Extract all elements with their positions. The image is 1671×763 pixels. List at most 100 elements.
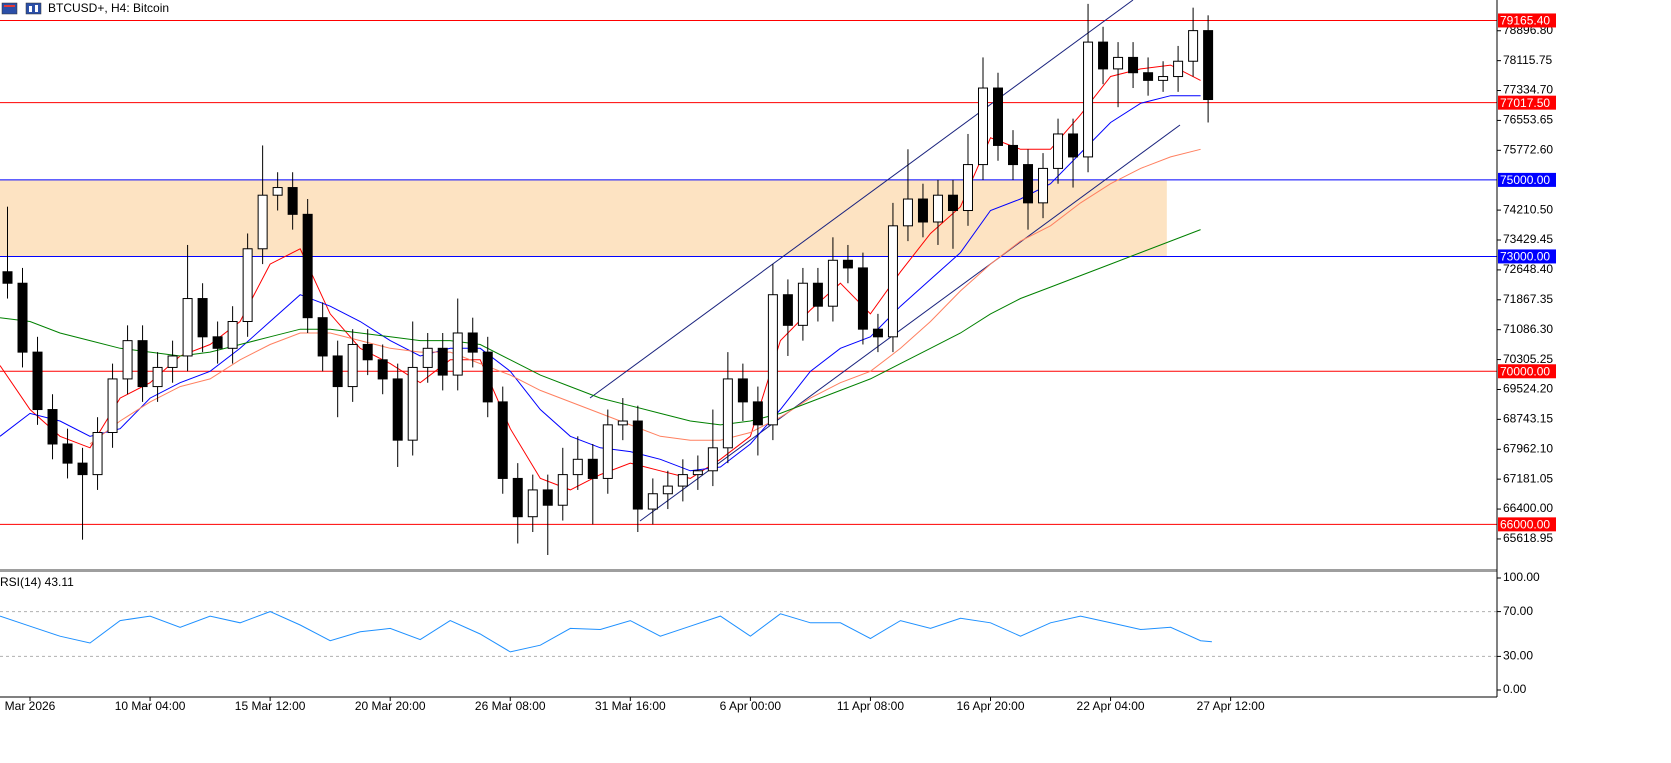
x-tick-label: 31 Mar 16:00	[595, 699, 666, 713]
x-tick-label: 20 Mar 20:00	[355, 699, 426, 713]
level-label-bg	[1498, 364, 1556, 379]
candle-body	[542, 489, 553, 506]
x-tick-label: 22 Apr 04:00	[1077, 699, 1145, 713]
x-tick-label: 16 Apr 20:00	[956, 699, 1024, 713]
candle-body	[1038, 167, 1049, 204]
candle-body	[782, 294, 793, 326]
level-label-bg	[1498, 517, 1556, 532]
trend-channel-upper	[589, 0, 1134, 399]
level-label: 77017.50	[1500, 96, 1550, 110]
x-tick-label: 26 Mar 08:00	[475, 699, 546, 713]
y-tick-label: 69524.20	[1503, 382, 1553, 396]
candle-body	[572, 458, 583, 476]
y-tick-label: 78115.75	[1503, 53, 1552, 67]
candle-body	[32, 351, 43, 411]
candle-body	[1113, 56, 1124, 70]
y-tick-label: 72648.40	[1503, 262, 1553, 276]
rsi-title: RSI(14) 43.11	[0, 575, 74, 589]
candle-body	[197, 298, 208, 338]
candle-body	[872, 328, 883, 338]
x-tick-label: Mar 2026	[5, 699, 56, 713]
candle-body	[47, 409, 58, 445]
x-tick-label: 11 Apr 08:00	[837, 699, 904, 713]
symbol-icon-stripe	[4, 5, 15, 7]
y-tick-label: 76553.65	[1503, 113, 1553, 127]
level-label-bg	[1498, 172, 1556, 187]
candle-body	[467, 332, 478, 353]
y-tick-label: 75772.60	[1503, 142, 1553, 156]
candle-body	[347, 343, 358, 388]
candle-body	[137, 340, 148, 388]
candle-body	[1173, 60, 1184, 78]
candle-body	[1188, 30, 1199, 62]
candle-body	[1068, 133, 1079, 158]
candle-body	[392, 378, 403, 441]
candle-body	[587, 458, 598, 479]
candle-body	[317, 317, 328, 357]
candle-body	[77, 462, 88, 476]
level-label: 66000.00	[1500, 518, 1550, 532]
candle-body	[917, 198, 928, 223]
candle-body	[842, 259, 853, 269]
candle-body	[722, 378, 733, 449]
level-label: 70000.00	[1500, 364, 1550, 378]
candle-body	[692, 470, 703, 476]
chart-title: BTCUSD+, H4: Bitcoin	[48, 1, 169, 15]
y-tick-label: 68743.15	[1503, 412, 1553, 426]
y-tick-label: 65618.95	[1503, 531, 1553, 545]
candle-body	[242, 248, 253, 323]
candle-body	[482, 351, 493, 403]
candle-body	[2, 271, 13, 284]
candle-body	[272, 187, 283, 196]
candle-body	[1053, 133, 1064, 169]
candle-body	[752, 401, 763, 426]
candle-body	[857, 267, 868, 330]
candle-body	[1158, 76, 1169, 81]
candle-body	[737, 378, 748, 403]
candle-body	[977, 87, 988, 166]
axis-layer: 78896.8078115.7577334.7076553.6575772.60…	[5, 13, 1556, 713]
candle-body	[707, 447, 718, 472]
candle-body	[152, 366, 163, 388]
timeframe-icon-bar	[35, 5, 38, 12]
candle-body	[947, 194, 958, 212]
x-tick-label: 10 Mar 04:00	[115, 699, 186, 713]
panel-separator	[0, 569, 1497, 572]
price-zone	[0, 179, 1167, 257]
candle-body	[287, 187, 298, 215]
candle-body	[1128, 56, 1139, 74]
candle-body	[512, 477, 523, 518]
candle-body	[647, 493, 658, 510]
rsi-line	[0, 611, 1212, 653]
candle-body	[767, 294, 778, 426]
candle-body	[527, 489, 538, 518]
candle-body	[662, 485, 673, 495]
candle-body	[617, 420, 628, 426]
timeframe-icon-bar	[29, 6, 32, 12]
x-tick-label: 6 Apr 00:00	[720, 699, 782, 713]
candle-body	[377, 359, 388, 380]
candle-body	[797, 282, 808, 326]
level-label: 75000.00	[1500, 173, 1550, 187]
y-tick-label: 73429.45	[1503, 232, 1553, 246]
moving-average	[0, 95, 1201, 472]
y-tick-label: 71867.35	[1503, 292, 1553, 306]
y-tick-label: 67962.10	[1503, 441, 1553, 455]
candle-body	[827, 259, 838, 307]
candle-body	[62, 443, 73, 464]
y-tick-label: 71086.30	[1503, 322, 1553, 336]
candle-body	[437, 347, 448, 376]
candle-body	[1008, 144, 1019, 166]
level-label-bg	[1498, 13, 1556, 28]
y-tick-label: 0.00	[1503, 682, 1527, 696]
candle-body	[887, 225, 898, 338]
candle-body	[812, 282, 823, 307]
candle-body	[107, 378, 118, 434]
candle-body	[122, 340, 133, 380]
trend-channel-lower	[639, 124, 1181, 522]
candle-body	[632, 420, 643, 510]
candle-body	[1143, 72, 1154, 81]
